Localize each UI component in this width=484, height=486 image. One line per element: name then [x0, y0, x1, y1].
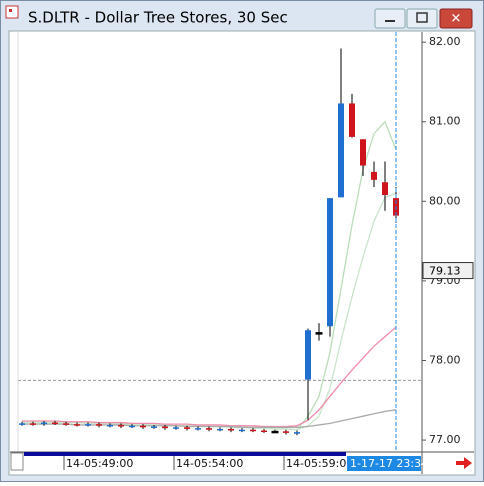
candle-body [107, 424, 113, 427]
candle-body [96, 424, 102, 426]
candle-body [74, 424, 80, 426]
candle-body [338, 103, 344, 198]
last-price-box [422, 262, 474, 280]
candle-body [271, 430, 279, 434]
minimize-button[interactable] [374, 8, 406, 29]
candle-body [371, 171, 377, 180]
candle-body [360, 139, 366, 166]
scroll-box[interactable] [10, 452, 24, 471]
scroll-bar[interactable] [24, 452, 346, 456]
app-icon-dot [9, 9, 12, 12]
candle-body [315, 332, 323, 335]
x-tick-label: 14-05:54:00 [176, 457, 243, 470]
cursor-label-box [347, 456, 421, 471]
candle-body [294, 432, 300, 434]
candle-body [151, 426, 157, 429]
candle-body [217, 428, 223, 431]
candle-body [184, 427, 190, 429]
plot-area: 77.0078.0079.0080.0081.0082.0079.1314-05… [18, 32, 474, 471]
last-price-label: 79.13 [429, 265, 461, 278]
candle-body [140, 425, 146, 428]
y-tick-label: 81.00 [429, 115, 461, 128]
candle-body [239, 429, 245, 432]
x-tick-label: 14-05:49:00 [66, 457, 133, 470]
chart-panel [8, 30, 476, 476]
candle-body [118, 424, 124, 427]
candle-body [228, 428, 234, 431]
y-tick-label: 80.00 [429, 194, 461, 207]
y-tick-label: 82.00 [429, 35, 461, 48]
candle-body [283, 431, 289, 433]
candle-body [19, 423, 25, 425]
candle-body [162, 426, 168, 429]
candle-body [129, 425, 135, 428]
y-tick-label: 78.00 [429, 353, 461, 366]
window-title: S.DLTR - Dollar Tree Stores, 30 Sec [28, 9, 288, 27]
candle-body [195, 428, 201, 430]
candle-body [52, 422, 58, 425]
cursor-label: 1-17-17 23:34:00 [350, 457, 446, 470]
candle-body [63, 423, 69, 425]
candle-body [206, 428, 212, 430]
candle-body [173, 427, 179, 429]
scroll-right-arrow[interactable] [456, 457, 472, 469]
candle-body [305, 330, 311, 380]
maximize-icon [416, 12, 428, 23]
moving-average-line [22, 409, 397, 428]
close-button[interactable] [439, 8, 473, 29]
candle-body [41, 422, 47, 425]
candle-body [327, 198, 333, 327]
candle-body [250, 429, 256, 432]
close-icon: ✕ [451, 12, 462, 27]
candle-body [261, 430, 267, 433]
candle-body [349, 103, 355, 137]
x-tick-label: 14-05:59:00 [286, 457, 353, 470]
moving-average-line [22, 326, 397, 428]
candle-body [85, 424, 91, 426]
candle-body [382, 182, 388, 195]
y-tick-label: 77.00 [429, 433, 461, 446]
candle-body [30, 423, 36, 425]
maximize-button[interactable] [406, 8, 438, 29]
